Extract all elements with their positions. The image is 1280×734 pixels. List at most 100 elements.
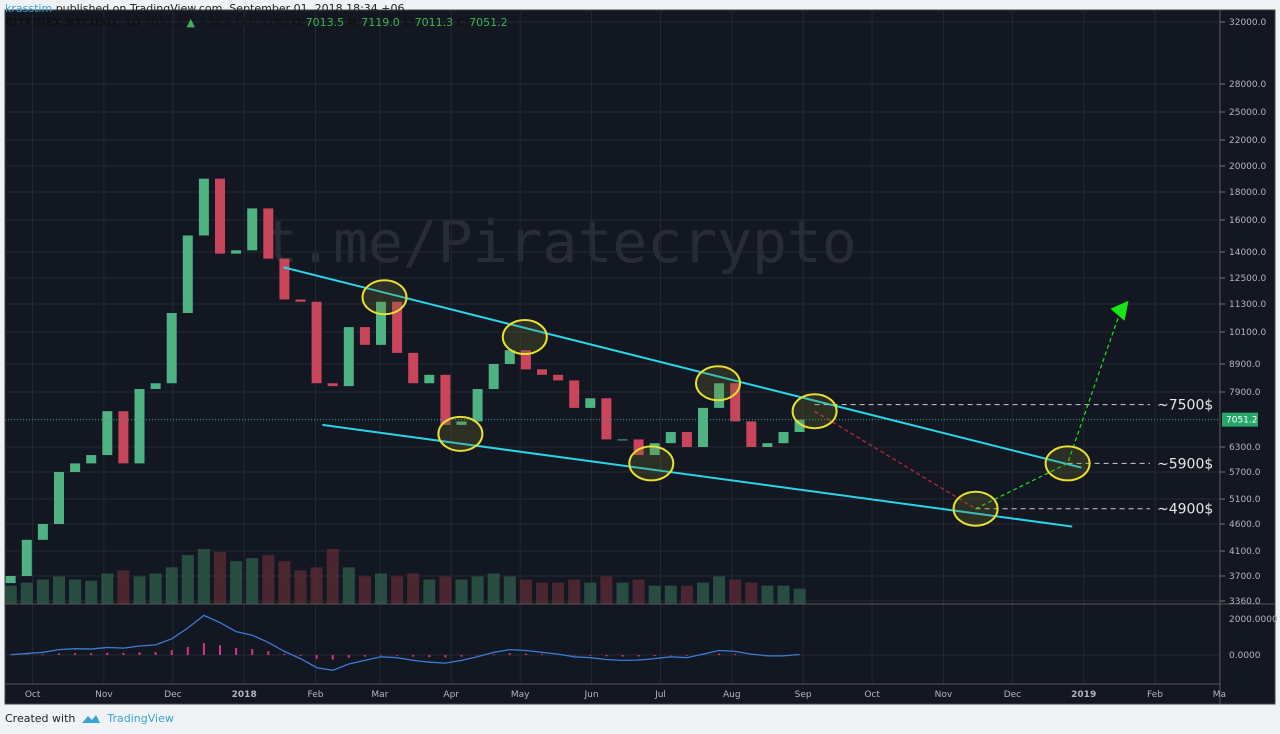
- volume-bar: [568, 579, 581, 604]
- macd-histogram-bar: [444, 655, 447, 658]
- price-change: +36.6 (+0.52%): [198, 16, 289, 29]
- y-tick-label: 28000.0: [1229, 80, 1266, 90]
- candle: [102, 411, 113, 456]
- macd-histogram-bar: [637, 655, 640, 657]
- candle: [424, 374, 435, 384]
- x-tick-label: 2018: [232, 690, 257, 700]
- volume-bar: [487, 573, 500, 604]
- candle: [166, 312, 177, 384]
- tradingview-link[interactable]: TradingView: [107, 712, 174, 725]
- macd-histogram-bar: [122, 652, 125, 655]
- volume-bar: [165, 567, 178, 604]
- macd-line: [10, 614, 800, 671]
- candle: [762, 443, 773, 447]
- volume-bar: [101, 573, 114, 604]
- volume-bar: [342, 567, 355, 604]
- x-tick-label: Dec: [1004, 690, 1021, 700]
- volume-bar: [455, 579, 468, 604]
- highlight-ellipse: [628, 445, 675, 482]
- x-tick-label: Jul: [654, 690, 666, 700]
- volume-bar: [552, 582, 565, 604]
- author-link[interactable]: krasstim: [5, 2, 53, 15]
- up-triangle-icon: ▲: [186, 16, 195, 29]
- volume-bar: [230, 561, 243, 604]
- drawings[interactable]: ~7500$ ~5900$ ~4900$: [5, 266, 1220, 528]
- candle: [472, 389, 483, 422]
- volume-bar: [181, 555, 194, 604]
- volume-bar: [713, 576, 726, 604]
- macd-histogram-bar: [621, 655, 624, 657]
- low-value: 7011.3: [414, 16, 454, 29]
- candle: [215, 178, 225, 254]
- macd-histogram-bar: [331, 655, 334, 660]
- candle: [247, 208, 258, 251]
- candle: [504, 350, 515, 364]
- highlight-ellipse: [501, 319, 548, 356]
- volume-bar: [777, 585, 790, 604]
- volume-bar: [294, 570, 307, 604]
- volume-bar: [519, 579, 532, 604]
- volume-bar: [407, 573, 420, 604]
- macd-histogram-bar: [605, 655, 608, 657]
- macd-tick-label: 0.0000: [1229, 651, 1261, 661]
- volume-bar: [53, 576, 65, 604]
- macd-histogram-bar: [653, 655, 656, 657]
- volume-bar: [632, 579, 645, 604]
- low-label: L:: [403, 16, 415, 29]
- candle: [54, 472, 64, 524]
- candle: [537, 369, 547, 375]
- macd-histogram-bar: [202, 643, 205, 655]
- highlight-ellipse: [437, 415, 484, 452]
- candle: [5, 576, 16, 584]
- macd-histogram-bar: [734, 653, 737, 655]
- volume-bar: [664, 585, 677, 604]
- candle: [70, 463, 81, 472]
- candle: [665, 432, 676, 444]
- volume-bar: [375, 573, 387, 604]
- highlight-ellipse: [791, 393, 838, 430]
- volume-bar: [761, 585, 774, 604]
- candle: [37, 524, 48, 540]
- macd-histogram-bar: [460, 655, 463, 657]
- volume-bar: [391, 576, 404, 604]
- x-tick-label: Feb: [1147, 690, 1163, 700]
- candle: [198, 178, 209, 236]
- volume-bar: [697, 582, 709, 604]
- volume-bar: [20, 582, 33, 604]
- bullish-path: [975, 310, 1122, 510]
- y-tick-label: 5100.0: [1229, 495, 1261, 505]
- macd-histogram-bar: [315, 655, 318, 659]
- y-tick-label: 18000.0: [1229, 188, 1266, 198]
- macd-histogram-bar: [267, 651, 270, 655]
- macd-histogram-bar: [235, 647, 238, 655]
- macd-histogram-bar: [669, 655, 672, 656]
- macd-histogram-bar: [476, 655, 479, 656]
- symbol-name: BITFINEX:BTCUSD, 1D: [5, 16, 141, 29]
- macd-histogram-bar: [573, 655, 576, 656]
- highlight-ellipse: [1044, 445, 1091, 482]
- symbol-legend: BITFINEX:BTCUSD, 1D 7051.2 ▲ +36.6 (+0.5…: [5, 16, 508, 29]
- volume-bar: [4, 585, 17, 604]
- candle: [601, 398, 612, 440]
- volume-bar: [36, 579, 49, 604]
- y-tick-label: 10100.0: [1229, 328, 1266, 338]
- close-value: 7051.2: [469, 16, 508, 29]
- y-tick-label: 3700.0: [1229, 572, 1261, 582]
- y-tick-label: 4100.0: [1229, 547, 1261, 557]
- volume-bar: [133, 576, 146, 604]
- created-with-label: Created with: [5, 712, 76, 725]
- volume-bar: [262, 555, 275, 604]
- x-tick-label: Sep: [795, 690, 812, 700]
- candle: [488, 364, 499, 390]
- candle: [633, 439, 644, 456]
- x-tick-label: Feb: [308, 690, 324, 700]
- last-price: 7051.2: [144, 16, 183, 29]
- volume-bar: [793, 588, 806, 604]
- volume-bar: [536, 582, 548, 604]
- candle: [134, 389, 145, 464]
- y-tick-label: 5700.0: [1229, 468, 1261, 478]
- close-label: C:: [456, 16, 470, 29]
- candles: [5, 178, 805, 584]
- volume-bar: [584, 582, 597, 604]
